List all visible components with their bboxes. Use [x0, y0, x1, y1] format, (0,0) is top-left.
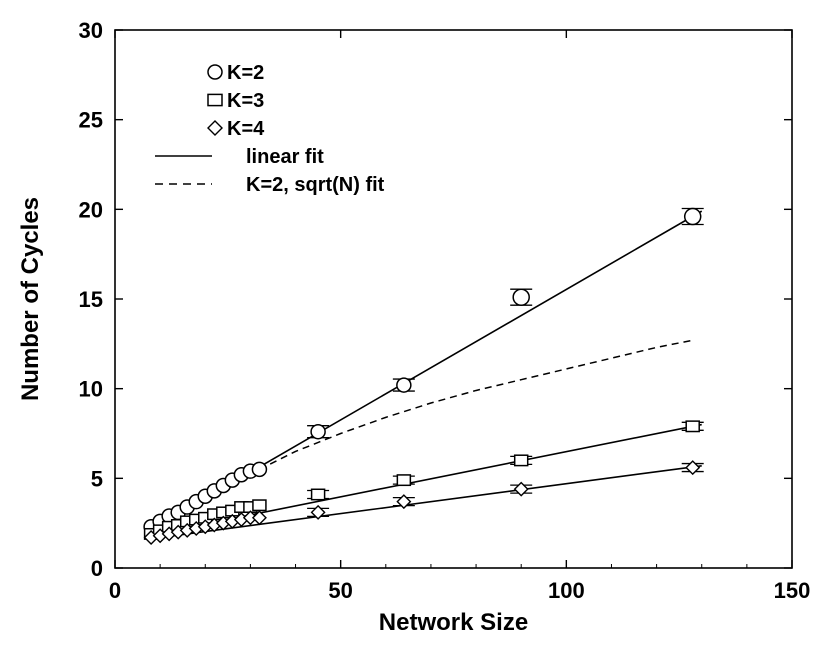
legend-label: K=2 — [227, 62, 264, 84]
x-tick-label: 50 — [328, 578, 352, 603]
data-point-diamond — [396, 494, 412, 510]
legend-symbol-diamond — [207, 120, 223, 136]
legend: K=2 K=3 K=4 linear fit K=2, sqrt(N) fit — [155, 62, 385, 196]
y-tick-label: 5 — [91, 466, 103, 491]
data-point-circle — [512, 288, 530, 306]
data-point-diamond — [685, 460, 701, 476]
x-tick-label: 100 — [548, 578, 585, 603]
data-point-square — [310, 488, 326, 501]
axes: 0 50 100 150 0 5 10 15 20 25 30 Network Size Number … — [17, 18, 810, 636]
y-tick-label: 25 — [79, 108, 103, 133]
legend-label: K=2, sqrt(N) fit — [246, 174, 385, 196]
data-point-square — [252, 499, 267, 512]
data-markers — [143, 207, 704, 546]
sqrt-fit-line — [259, 339, 693, 471]
data-point-square — [396, 474, 412, 487]
legend-label: K=3 — [227, 90, 264, 112]
data-point-circle — [396, 377, 412, 393]
data-point-square — [685, 420, 700, 433]
y-tick-label: 20 — [79, 197, 103, 222]
legend-label: K=4 — [227, 118, 265, 140]
y-tick-label: 10 — [79, 377, 103, 402]
legend-symbol-circle — [207, 64, 223, 80]
y-axis-label: Number of Cycles — [17, 197, 44, 401]
data-point-diamond — [251, 510, 267, 526]
legend-symbol-square — [207, 93, 223, 107]
y-tick-label: 15 — [79, 287, 103, 312]
x-axis-label: Network Size — [379, 609, 528, 636]
x-tick-label: 150 — [774, 578, 811, 603]
fit-lines — [146, 210, 703, 541]
data-point-diamond — [513, 481, 529, 497]
data-point-diamond — [310, 504, 326, 520]
legend-label: linear fit — [246, 146, 324, 168]
data-point-circle — [683, 207, 702, 226]
y-tick-label: 0 — [91, 556, 103, 581]
data-point-square — [513, 454, 529, 467]
data-point-circle — [310, 423, 326, 440]
x-tick-label: 0 — [109, 578, 121, 603]
y-tick-label: 30 — [79, 18, 103, 43]
linear-fit-line-diamond — [146, 464, 702, 541]
data-point-circle — [251, 461, 268, 478]
